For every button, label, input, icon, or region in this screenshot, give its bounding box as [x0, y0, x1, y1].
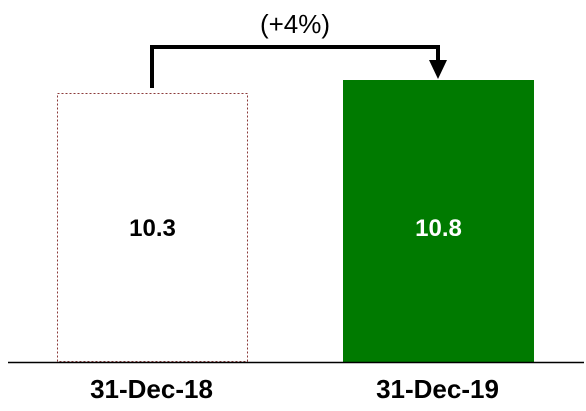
growth-bracket [150, 45, 440, 88]
data-label-1: 10.3 [129, 215, 176, 242]
growth-arrowhead [429, 60, 447, 79]
bar-1 [57, 93, 248, 363]
x-tick-label-2: 31-Dec-19 [376, 374, 499, 404]
bar-2 [343, 80, 534, 362]
data-label-2: 10.8 [415, 215, 462, 242]
growth-annotation: (+4%) [260, 9, 330, 39]
x-tick-label-1: 31-Dec-18 [90, 374, 213, 404]
